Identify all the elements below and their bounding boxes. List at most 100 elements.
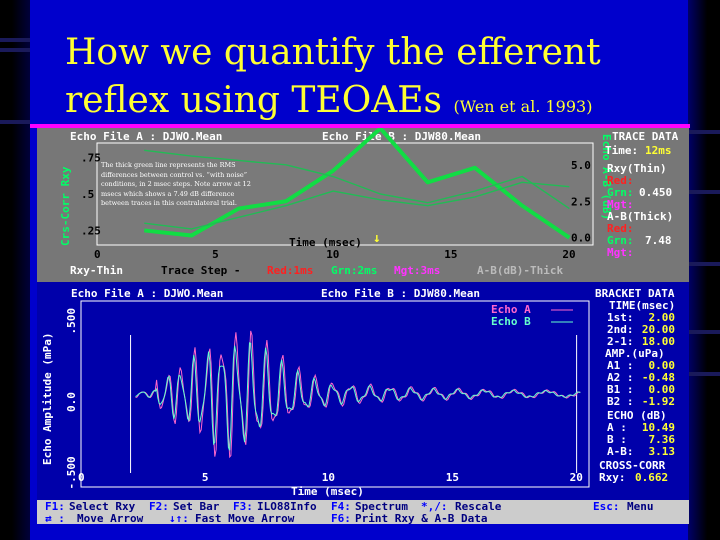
upper-y2-tick-label: 2.5 (571, 195, 591, 208)
upper-y-tick-label: .5 (81, 188, 94, 201)
ab-thick-header: A-B(Thick) (607, 210, 673, 223)
lower-y-tick-label: -.500 (65, 456, 78, 489)
legend-rxy-thin: Rxy-Thin (70, 264, 123, 277)
time-row-label: 2nd: (607, 323, 634, 336)
f3-label[interactable]: ILO88Info (257, 500, 317, 513)
annotation-text: The thick green line represents the RMS … (101, 161, 251, 207)
lower-y-tick-label: .500 (65, 308, 78, 335)
lower-echo-file-a-label: Echo File A : DJWO.Mean (71, 287, 223, 300)
echo-a-waveform (135, 330, 581, 459)
f1-label[interactable]: Select Rxy (69, 500, 136, 513)
amp-row-value: -1.92 (642, 395, 675, 408)
right-stripe (688, 262, 720, 266)
lower-echo-file-b-label: Echo File B : DJW80.Mean (321, 287, 480, 300)
amp-row-value: -0.48 (642, 371, 675, 384)
lower-x-ticks: 0 5 10 15 20 (78, 471, 583, 484)
f2-label[interactable]: Set Bar (173, 500, 220, 513)
rxy-value: 0.662 (635, 471, 668, 484)
right-stripe (688, 130, 720, 134)
upper-y2-tick-label: 5.0 (571, 159, 591, 172)
amp-upa-header: AMP.(uPa) (605, 347, 665, 360)
time-row-label: 1st: (607, 311, 634, 324)
time-row-value: 2.00 (649, 311, 676, 324)
rxy-grn-value: 0.450 (639, 186, 672, 199)
f4-key[interactable]: F4: (331, 500, 351, 513)
esc-key[interactable]: Esc: (593, 500, 620, 513)
f3-key[interactable]: F3: (233, 500, 253, 513)
slide-title-line-2: reflex using TEOAEs (Wen et al. 1993) (65, 80, 592, 128)
esc-label[interactable]: Menu (627, 500, 654, 513)
echo-file-b-label: Echo File B : DJW80.Mean (322, 130, 481, 143)
echo-db-rows: A : 10.49 B : 7.36 A-B: 3.13 (607, 421, 675, 458)
lower-x-axis-label: Time (msec) (291, 485, 364, 498)
upper-x-tick-label: 10 (326, 248, 339, 261)
amp-row-label: A1 : (607, 359, 634, 372)
echo-waveform-chart: Echo File A : DJWO.Mean Echo File B : DJ… (41, 287, 676, 498)
amp-row-value: 0.00 (649, 383, 676, 396)
rescale-key[interactable]: *,/: (421, 500, 448, 513)
rxy-mgt-label: Mgt: (607, 198, 634, 211)
title-line-2-text: reflex using TEOAEs (65, 80, 442, 121)
time-row-value: 18.00 (642, 335, 675, 348)
time-msec-header: TIME(msec) (609, 299, 675, 312)
legend-ab-thick: A-B(dB)-Thick (477, 264, 563, 277)
slide-title-line-1: How we quantify the efferent (65, 32, 601, 73)
f2-key[interactable]: F2: (149, 500, 169, 513)
echo-row-value: 3.13 (649, 445, 676, 458)
ab-red-label: Red: (607, 222, 634, 235)
ab-mgt-label: Mgt: (607, 246, 634, 259)
rxy-thin-line (144, 149, 570, 210)
upper-left-ticks: .25 .5 .75 (81, 152, 101, 238)
echo-row-value: 7.36 (649, 433, 676, 446)
lower-x-tick-label: 15 (446, 471, 459, 484)
fast-move-key[interactable]: ↓↑: (169, 512, 189, 525)
rxy-label: Rxy: (599, 471, 626, 484)
f1-key[interactable]: F1: (45, 500, 65, 513)
fast-move-label[interactable]: Fast Move Arrow (195, 512, 295, 525)
function-key-bar: F1: Select Rxy F2: Set Bar F3: ILO88Info… (37, 500, 689, 525)
f4-label[interactable]: Spectrum (355, 500, 408, 513)
right-stripe (688, 330, 720, 334)
citation: (Wen et al. 1993) (453, 97, 593, 116)
upper-right-ticks: 0.0 2.5 5.0 (571, 159, 591, 245)
right-stripe (688, 372, 720, 376)
right-stripe (688, 190, 720, 194)
right-decorative-bar (688, 0, 720, 540)
time-row-value: 20.00 (642, 323, 675, 336)
echo-row-label: A-B: (607, 445, 634, 458)
rxy-thin-line (144, 181, 570, 230)
upper-x-tick-label: 5 (212, 248, 219, 261)
upper-x-tick-label: 15 (444, 248, 457, 261)
rxy-red-label: Red: (607, 174, 634, 187)
bracket-lines (130, 335, 578, 473)
upper-series-group (144, 126, 571, 240)
left-stripe (0, 120, 30, 124)
legend-echo-a: Echo A (491, 303, 531, 316)
left-stripe (0, 38, 30, 42)
time-row-label: 2-1: (607, 335, 634, 348)
echo-row-label: A : (607, 421, 627, 434)
upper-y2-tick-label: 0.0 (571, 232, 591, 245)
arrows-label[interactable]: Move Arrow (77, 512, 144, 525)
legend-grn: Grn:2ms (331, 264, 377, 277)
title-rule (30, 124, 690, 128)
upper-y-tick-label: .25 (81, 224, 101, 237)
trace-time-label: Time: (605, 144, 638, 157)
upper-y-tick-label: .75 (81, 152, 101, 165)
trace-data-title: TRACE DATA (612, 130, 679, 143)
lower-y-tick-label: 0.0 (65, 392, 78, 412)
lower-y-ticks: -.500 0.0 .500 (65, 308, 78, 490)
echo-ab-axis-label: Echo A-B (dB) (600, 134, 613, 220)
ilo88-screen: Echo File A : DJWO.Mean Echo File B : DJ… (37, 126, 689, 525)
rescale-label[interactable]: Rescale (455, 500, 502, 513)
bracket-data-title: BRACKET DATA (595, 287, 675, 300)
f6-key[interactable]: F6: (331, 512, 351, 525)
amp-row-label: B2 : (607, 395, 634, 408)
rxy-ab-chart: Echo File A : DJWO.Mean Echo File B : DJ… (59, 126, 679, 277)
arrows-key[interactable]: ⇄ : (45, 512, 65, 525)
f6-label[interactable]: Print Rxy & A-B Data (355, 512, 488, 525)
legend-echo-b: Echo B (491, 315, 531, 328)
legend-mgt: Mgt:3ms (394, 264, 440, 277)
amp-row-value: 0.00 (649, 359, 676, 372)
rxy-grn-label: Grn: (607, 186, 634, 199)
